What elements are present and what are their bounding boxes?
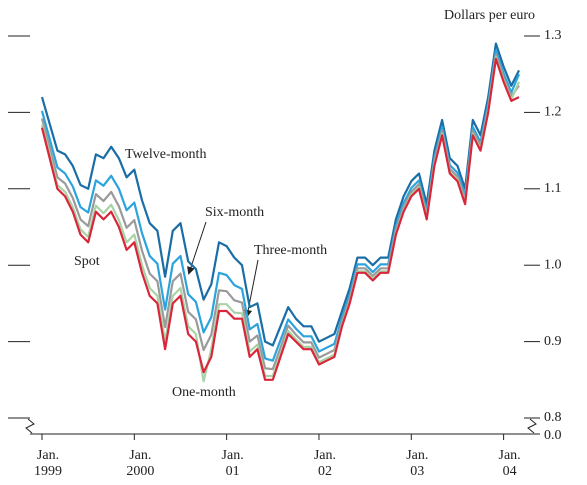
x-tick-label: Jan. 1999 [34,448,62,479]
y-tick-label: 1.3 [544,28,562,43]
x-tick-label: Jan. 2000 [126,448,155,479]
y-tick-label: 1.0 [544,257,562,272]
series-line [40,42,520,347]
series-label: Twelve-month [125,147,206,162]
y-tick-label: 1.1 [544,181,562,196]
x-tick-label: Jan. 03 [406,448,429,479]
series-label: Three-month [254,243,327,258]
axis-break [25,418,35,434]
chart-title: Dollars per euro [444,8,535,23]
series-line [40,56,521,383]
series-label: Spot [74,254,100,269]
x-tick-label: Jan. 01 [221,448,244,479]
x-tick-label: Jan. 02 [313,448,337,479]
arrow [244,259,259,318]
series-label: One-month [172,385,236,400]
series-line [40,57,520,381]
y-tick-label: 0.0 [544,428,562,443]
y-tick-label: 0.8 [544,410,562,425]
axis-break [527,418,537,434]
y-tick-label: 1.2 [544,105,562,120]
y-tick-label: 0.9 [544,334,562,349]
series-label: Six-month [205,205,264,220]
series-line [40,49,521,362]
x-tick-label: Jan. 04 [498,448,521,479]
